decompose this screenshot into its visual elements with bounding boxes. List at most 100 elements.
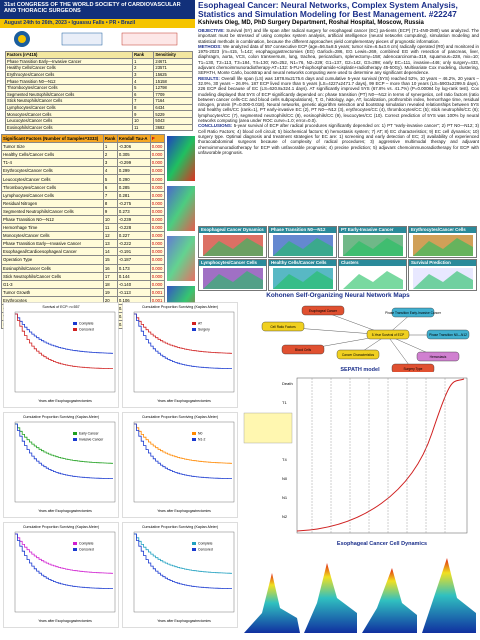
table-cell: 16 <box>102 263 118 273</box>
arrow <box>386 334 413 370</box>
abstract-paragraph: METHODS: We analyzed data of 557 consecu… <box>198 44 479 76</box>
table-cell: 5 <box>132 83 155 92</box>
node-box <box>261 321 305 332</box>
node-label: Hemostasis <box>430 355 447 359</box>
table-cell: Erythrocytes/Cancer Cells <box>4 70 134 79</box>
congress-name: 31st CONGRESS OF THE WORLD SOCIETY of CA… <box>4 2 181 15</box>
table-row: Segmented Neutrophils/Cancer Cells 6 7709 <box>4 90 193 99</box>
table-cell: 8 <box>132 103 155 112</box>
map-ridge <box>273 271 333 289</box>
table-row: Phase Transition N0—N12 10 -0.239 0.000 <box>1 214 166 225</box>
section-text: Survival (5Y) and life span after radica… <box>198 28 479 44</box>
map-image <box>203 235 263 256</box>
authors: Kshivets Oleg, MD, PhD Surgery Departmen… <box>198 20 424 26</box>
table-cell: Eosinophils/Cancer Cells <box>1 263 104 273</box>
legend-entry: Complete <box>79 322 94 326</box>
table-cell: Leucocytes/Cancer Cells <box>4 116 134 125</box>
table-cell: Stick Neutrophils/Cancer Cells <box>4 97 134 105</box>
table-cell: 3682 <box>153 123 193 132</box>
map-panel: PT Early-Invasive Cancer <box>338 226 407 258</box>
table-cell: 11 <box>102 223 118 233</box>
table-row: Stick Neutrophils/Cancer Cells 7 7164 <box>4 97 193 105</box>
table-cell: -0.239 <box>116 214 151 225</box>
table-cell: 0.000 <box>149 198 166 208</box>
legend-swatch <box>73 542 77 545</box>
table-cell: Eosinophils/Cancer Cells <box>4 123 134 132</box>
chart-title: Cumulative Proportion Surviving (Kaplan-… <box>23 415 99 419</box>
survival-curve <box>15 533 113 574</box>
node-label: Phase Transition N0—N12 <box>429 333 467 337</box>
chart-frame <box>122 302 238 408</box>
map-panel: Erythrocytes/Cancer Cells <box>408 226 477 258</box>
survival-curve <box>134 313 232 369</box>
table-cell: 0.000 <box>149 150 166 160</box>
map-ridge <box>203 238 263 256</box>
column-header: Rank <box>132 51 155 59</box>
table-cell: 0.290 <box>116 174 151 184</box>
section-label: CONCLUSIONS: <box>198 123 233 129</box>
panel-title: Lymphocytes/Cancer Cells <box>199 260 266 266</box>
survival-curve <box>134 423 232 479</box>
node-box <box>336 349 380 360</box>
dynamics-chart: DeathT1T2T3T4N0N1N2Esophageal Cancer Cel… <box>243 377 468 547</box>
table-row: Segmented Neutrophils/Cancer Cells 9 0.273… <box>1 206 166 216</box>
section-text: 5-year survival of ECP after radical pro… <box>198 123 479 155</box>
legend-swatch <box>192 542 196 545</box>
table-cell: 4 <box>132 77 155 85</box>
column-header: Significant Factors (Number of Samples=3… <box>1 133 104 144</box>
legend-swatch <box>192 438 196 441</box>
side-plots <box>167 136 195 328</box>
table-row: G1-3 18 -0.140 0.000 <box>1 279 166 289</box>
legend-swatch <box>73 548 77 551</box>
node-label: Surgery Type <box>404 367 423 371</box>
table-cell: 0.000 <box>149 190 166 200</box>
table-cell: Lymphocytes/Cancer Cells <box>4 103 134 112</box>
map-ridge <box>413 238 473 256</box>
table-cell: 4 <box>102 166 118 176</box>
table-cell: 10 <box>102 214 118 225</box>
abstract-paragraph: CONCLUSIONS: 5-year survival of ECP afte… <box>198 123 479 155</box>
legend-entry: Invasive Cancer <box>79 438 104 442</box>
table-cell: 13 <box>102 239 118 249</box>
panel-title: PT Early-Invasive Cancer <box>339 227 406 233</box>
table-cell: -0.140 <box>116 279 151 289</box>
plot-area <box>133 531 235 613</box>
table-cell: 5 <box>102 174 118 184</box>
stage-label: N2 <box>282 514 288 519</box>
table-row: Phase Transition N0—N12 4 15158 <box>4 77 193 85</box>
panel-title: Phase Transition N0—N12 <box>269 227 336 233</box>
map-ridge <box>273 238 333 256</box>
table-row: Leucocytes/Cancer Cells 10 5043 <box>4 116 193 125</box>
table-row: Thrombocytes/Cancer Cells 5 12798 <box>4 83 193 92</box>
map-image <box>273 268 333 289</box>
table-row: Monocytes/Cancer Cells 9 5229 <box>4 110 193 118</box>
legend-entry: Early Cancer <box>79 432 99 436</box>
table-cell: 7709 <box>153 90 193 99</box>
column-header: P <box>149 133 166 144</box>
legend-entry: AT <box>198 322 202 326</box>
table-cell: Phase Transition N0—N12 <box>1 214 104 225</box>
node-label: Blood Cells <box>295 348 312 352</box>
table-cell: 15 <box>102 255 118 265</box>
map-ridge <box>343 271 403 289</box>
table-cell: 14 <box>102 247 118 257</box>
table-row: Esophageal/Cardioesophageal Cancer 14 -0.1… <box>1 247 166 257</box>
congress-dates: August 24th to 26th, 2023 • Iguassu Fall… <box>0 19 195 28</box>
table-cell: -0.187 <box>116 255 151 265</box>
node-label: Cancer Characteristics <box>342 353 375 357</box>
panel-title: Healthy Cells/Cancer Cells <box>269 260 336 266</box>
survival-curve <box>15 313 113 354</box>
chart-frame <box>122 522 238 628</box>
map-image <box>343 235 403 256</box>
chart-frame <box>3 302 119 408</box>
column-header: Factors (n=415) <box>4 51 134 59</box>
surface-plots <box>244 558 476 633</box>
table-cell: G1-3 <box>1 279 104 289</box>
section-text: We analyzed data of 557 consecutive ECP … <box>198 43 479 76</box>
legend-swatch <box>192 322 196 325</box>
plot-area <box>14 531 116 613</box>
map-panel: Healthy Cells/Cancer Cells <box>268 259 337 291</box>
table-cell: 6434 <box>153 103 193 112</box>
table-cell: 0.000 <box>149 142 166 152</box>
